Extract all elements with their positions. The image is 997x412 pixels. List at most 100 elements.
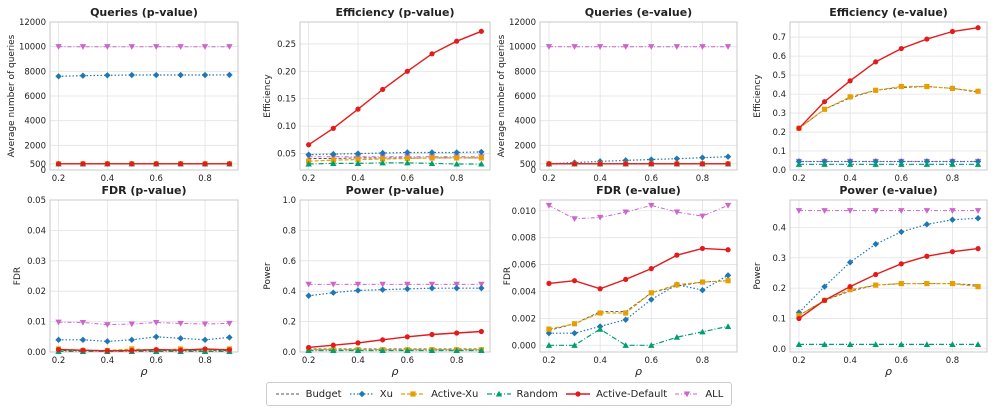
chart-title: Efficiency (e-value) <box>829 6 948 19</box>
data-point-random <box>571 342 578 348</box>
plot-frame <box>299 199 491 353</box>
y-axis-label: Power <box>753 262 763 290</box>
x-tick-label: 0.8 <box>946 174 960 184</box>
data-point-active-default <box>821 297 828 303</box>
data-point-active-default <box>226 347 233 353</box>
y-tick-label: 0.03 <box>27 257 46 267</box>
series-line-all <box>548 204 729 220</box>
data-point-all <box>898 208 905 214</box>
data-point-all <box>153 319 160 326</box>
data-point-xu <box>201 336 209 344</box>
data-point-xu <box>404 285 411 293</box>
y-tick-label: 0.2 <box>772 128 786 138</box>
data-point-active-xu <box>597 310 603 316</box>
data-point-active-default <box>674 252 680 258</box>
y-tick-label: 0.1 <box>772 315 786 325</box>
data-point-xu <box>724 153 732 160</box>
data-point-all <box>201 44 209 50</box>
data-point-xu <box>79 72 87 79</box>
data-point-all <box>79 319 87 326</box>
y-axis-label: Efficiency <box>753 74 763 118</box>
data-point-active-default <box>924 36 930 42</box>
data-point-all <box>724 44 732 50</box>
data-point-random <box>846 341 854 347</box>
data-point-all <box>79 44 87 50</box>
data-point-active-default <box>153 346 159 353</box>
data-point-active-default <box>975 246 981 252</box>
data-point-xu <box>648 296 655 303</box>
data-point-active-xu <box>699 279 706 285</box>
data-point-all <box>128 321 135 328</box>
x-tick-label: 0.6 <box>645 174 659 184</box>
data-point-xu <box>648 156 655 163</box>
data-point-active-default <box>597 161 603 167</box>
data-point-active-default <box>129 161 135 167</box>
data-point-xu <box>226 334 233 341</box>
y-tick-label: 0.01 <box>27 318 46 328</box>
data-point-active-xu <box>873 282 879 288</box>
data-point-xu <box>795 309 803 316</box>
data-point-active-default <box>546 161 552 167</box>
data-point-active-xu <box>478 155 484 161</box>
data-point-all <box>622 209 629 216</box>
data-point-all <box>821 208 828 214</box>
data-point-all <box>177 44 184 50</box>
plot-area <box>790 200 987 352</box>
data-point-all <box>478 281 485 288</box>
legend-entry-active-xu: Active-Xu <box>400 389 478 400</box>
data-point-all <box>974 208 982 214</box>
data-point-active-default <box>129 347 135 354</box>
chart-title: Efficiency (p-value) <box>335 6 454 19</box>
data-point-xu <box>923 221 931 228</box>
y-tick-label: 0.3 <box>772 109 786 119</box>
data-point-all <box>571 216 578 223</box>
legend-label: Random <box>516 388 558 400</box>
data-point-active-default <box>898 45 904 52</box>
y-tick-label: 6000 <box>24 92 46 102</box>
data-point-all <box>545 44 553 50</box>
data-point-active-default <box>648 161 654 167</box>
data-point-active-default <box>80 347 86 353</box>
data-point-active-default <box>355 340 361 346</box>
data-point-active-default <box>796 315 802 322</box>
plot-frame <box>49 21 239 171</box>
data-point-active-xu <box>873 87 879 93</box>
data-point-active-xu <box>924 83 930 90</box>
data-point-active-xu <box>898 281 904 287</box>
data-point-xu <box>201 71 209 79</box>
legend-marker <box>495 390 502 397</box>
data-point-xu <box>128 336 135 344</box>
data-point-xu <box>699 154 706 161</box>
data-point-active-default <box>226 161 233 167</box>
data-point-active-xu <box>674 282 680 288</box>
y-tick-label: 0.2 <box>772 284 786 294</box>
data-point-active-default <box>202 346 208 352</box>
y-tick-label: 0.8 <box>282 226 296 236</box>
y-tick-label: 8000 <box>514 67 536 77</box>
data-point-active-xu <box>924 281 930 287</box>
data-point-random <box>923 161 931 167</box>
data-point-random <box>330 347 337 354</box>
data-point-active-default <box>330 342 336 348</box>
y-tick-label: 0.15 <box>277 95 296 105</box>
data-point-active-xu <box>429 155 435 161</box>
data-point-active-default <box>725 161 731 167</box>
data-point-active-default <box>404 334 410 340</box>
plot-frame <box>789 21 988 171</box>
legend: Budget Xu Active-Xu Random Active-Default ALL <box>266 382 732 406</box>
data-point-random <box>596 325 604 332</box>
data-point-all <box>177 320 184 327</box>
data-point-random <box>872 341 879 347</box>
data-point-active-xu <box>975 88 981 94</box>
data-point-random <box>404 347 411 354</box>
x-tick-label: 0.4 <box>351 356 365 366</box>
x-tick-label: 0.6 <box>149 174 163 184</box>
legend-swatch <box>486 390 511 397</box>
data-point-random <box>898 341 905 347</box>
data-point-xu <box>330 150 337 158</box>
data-point-active-default <box>380 86 386 93</box>
y-tick-label: 500 <box>520 160 536 170</box>
y-tick-label: 0.2 <box>282 318 296 328</box>
data-point-xu <box>153 71 160 79</box>
x-tick-label: 0.4 <box>843 356 857 366</box>
